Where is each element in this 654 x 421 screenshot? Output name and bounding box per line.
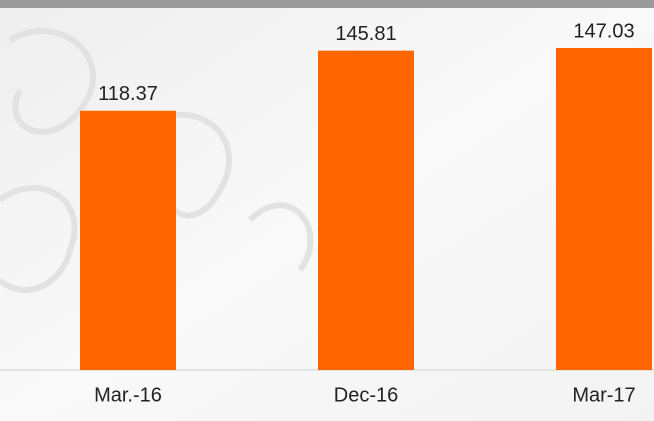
page: Mar.-16118.37Dec-16145.81Mar-17147.03 ((… bbox=[0, 0, 654, 421]
data-label: 145.81 bbox=[335, 23, 396, 45]
x-tick-label: Dec-16 bbox=[334, 384, 398, 406]
data-label: 118.37 bbox=[98, 83, 158, 105]
bar bbox=[80, 111, 176, 370]
top-band bbox=[0, 0, 654, 8]
chart: Mar.-16 118.37 Dec-16 145.81 Mar-17 147.03 bbox=[0, 0, 654, 421]
x-tick-label: Mar-17 bbox=[572, 384, 635, 406]
x-tick-label: Mar.-16 bbox=[94, 384, 162, 406]
bar bbox=[556, 48, 652, 370]
bar bbox=[318, 51, 414, 370]
data-label: 147.03 bbox=[573, 20, 634, 42]
